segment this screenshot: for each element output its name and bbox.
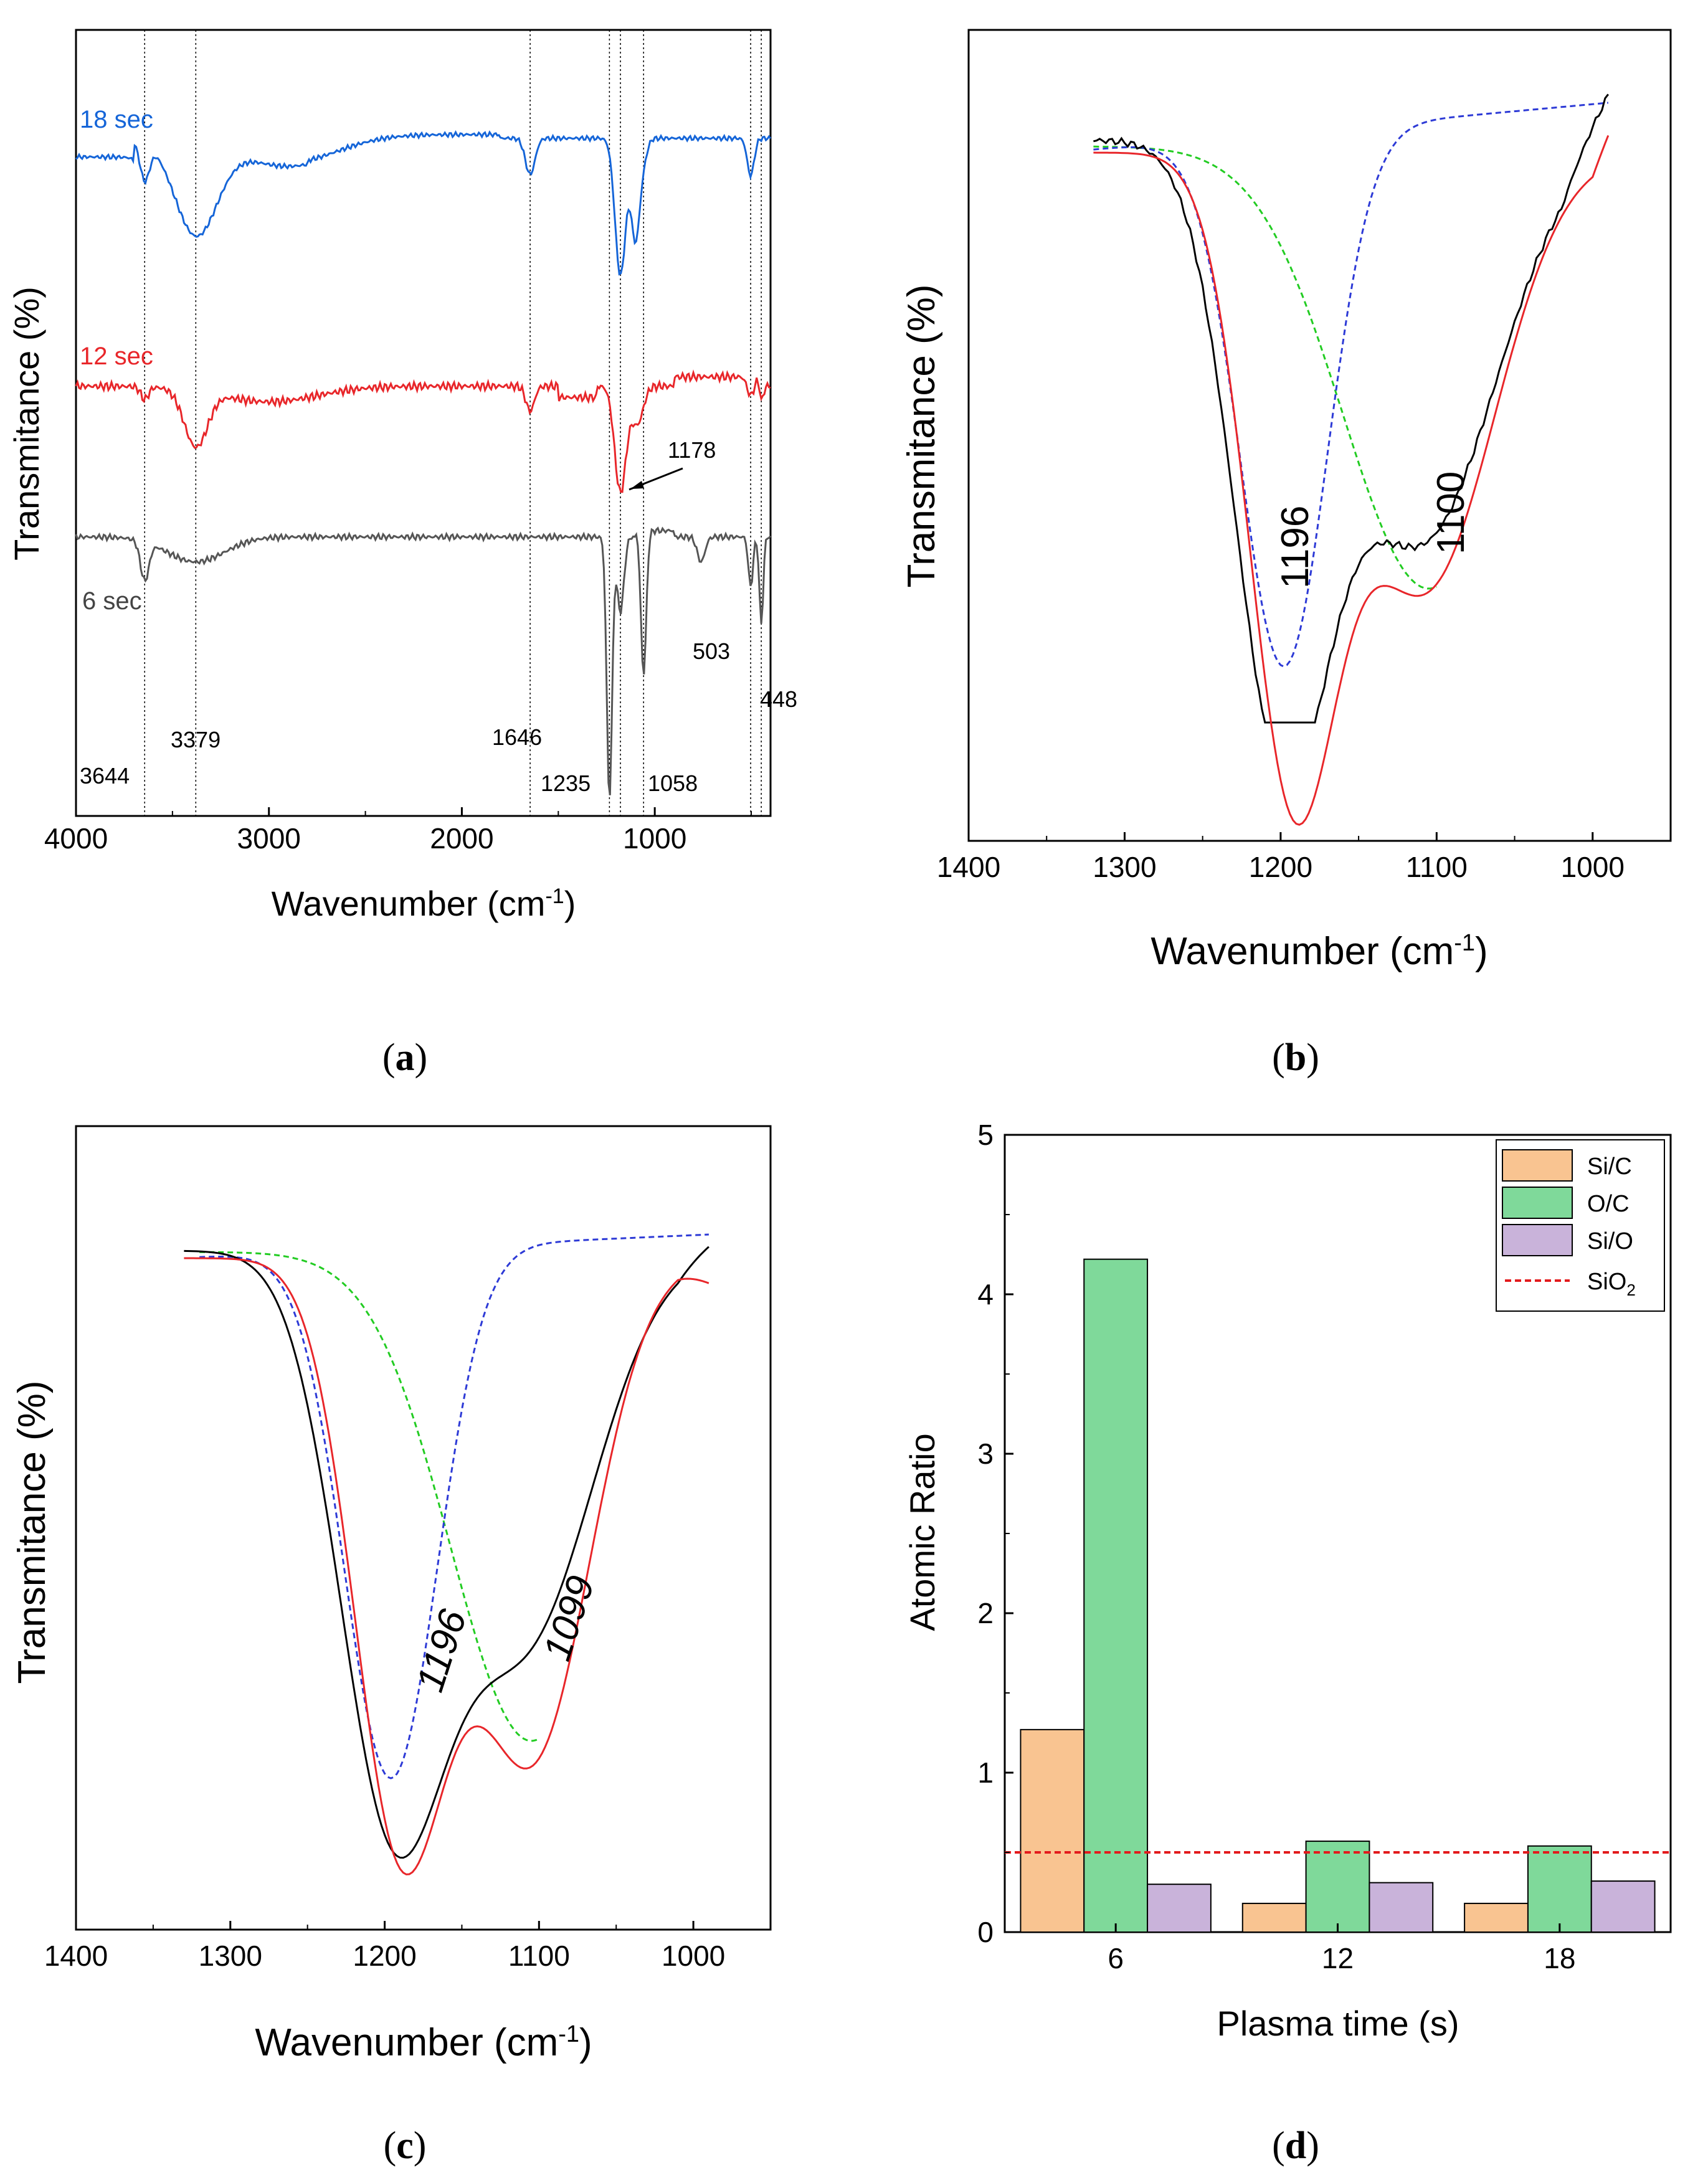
x-tick-label: 1000 xyxy=(1561,851,1625,883)
bar-si-c-6 xyxy=(1020,1728,1085,1933)
y-tick-label: 2 xyxy=(977,1597,994,1629)
series-12sec-label: 12 sec xyxy=(80,343,153,370)
peak-label-503: 503 xyxy=(693,638,730,664)
bar-o-c-18 xyxy=(1527,1845,1592,1933)
component-1100-dashed-line xyxy=(1093,145,1437,590)
bar-si-o-12 xyxy=(1369,1882,1434,1933)
panel-c-x-axis-label: Wavenumber (cm-1) xyxy=(255,2021,592,2064)
x-tick-label: 1300 xyxy=(1093,851,1156,883)
panel-d-caption: (d) xyxy=(1272,2125,1319,2167)
x-tick-label: 4000 xyxy=(44,822,108,855)
measured-spectrum-line xyxy=(1093,93,1609,724)
panel-d-x-axis-label: Plasma time (s) xyxy=(1217,2004,1459,2043)
x-tick-label: 1000 xyxy=(623,822,686,855)
y-tick-label: 3 xyxy=(977,1438,994,1470)
panel-b-caption: (b) xyxy=(1272,1036,1319,1079)
panel-c-y-axis-label: Transmitance (%) xyxy=(11,1381,54,1684)
bar-o-c-6 xyxy=(1083,1258,1149,1933)
x-tick-label: 12 xyxy=(1322,1942,1354,1974)
measured-spectrum-line xyxy=(184,1246,709,1859)
series-12sec-line xyxy=(75,369,771,493)
legend-swatch-o-c xyxy=(1502,1187,1573,1219)
legend-label-sio2: SiO2 xyxy=(1587,1269,1636,1299)
panel-a-y-axis-label: Transmitance (%) xyxy=(7,287,46,561)
x-tick-label: 1400 xyxy=(44,1940,108,1972)
bar-si-c-18 xyxy=(1464,1902,1529,1933)
bar-si-o-6 xyxy=(1147,1884,1212,1933)
panel-d-legend: Si/C O/C Si/O SiO2 xyxy=(1496,1139,1665,1312)
x-tick-label: 18 xyxy=(1544,1942,1575,1974)
legend-swatch-si-o xyxy=(1502,1224,1573,1256)
peak-label-1196: 1196 xyxy=(1274,506,1317,589)
x-tick-label: 1000 xyxy=(662,1940,725,1972)
y-tick-label: 4 xyxy=(977,1278,994,1310)
peak-label-448: 448 xyxy=(760,686,797,712)
panel-a-caption: (a) xyxy=(382,1036,427,1079)
panel-b: 1400 1300 1200 1100 1000 1196 1100 Wavenumbe… xyxy=(900,29,1672,1079)
legend-label-o-c: O/C xyxy=(1587,1191,1630,1217)
peak-label-1235: 1235 xyxy=(541,770,591,796)
fit-spectrum-line xyxy=(1093,135,1610,826)
component-1196-dashed-line xyxy=(199,1233,709,1780)
bar-si-c-12 xyxy=(1241,1902,1307,1933)
y-tick-label: 5 xyxy=(977,1119,994,1151)
panel-c-caption: (c) xyxy=(384,2125,427,2167)
y-tick-label: 1 xyxy=(977,1756,994,1789)
component-1196-dashed-line xyxy=(1093,102,1608,668)
x-tick-label: 6 xyxy=(1108,1942,1124,1974)
x-tick-label: 2000 xyxy=(430,822,493,855)
fit-spectrum-line xyxy=(184,1257,709,1875)
component-1099-dashed-line xyxy=(199,1251,539,1742)
series-18sec-line xyxy=(75,130,772,276)
y-tick-label: 0 xyxy=(977,1916,994,1948)
peak-1178-arrowhead xyxy=(630,481,644,489)
peak-label-1058: 1058 xyxy=(648,770,698,796)
legend-label-si-o: Si/O xyxy=(1587,1228,1633,1254)
peak-label-3644: 3644 xyxy=(80,763,130,789)
x-tick-label: 1400 xyxy=(937,851,1000,883)
x-tick-label: 1300 xyxy=(199,1940,262,1972)
panel-c-plot-frame xyxy=(75,1125,772,1931)
peak-label-1646: 1646 xyxy=(492,724,542,750)
x-tick-label: 1200 xyxy=(353,1940,416,1972)
series-6sec-line xyxy=(75,526,772,795)
peak-label-1178: 1178 xyxy=(668,437,716,463)
peak-label-1100: 1100 xyxy=(1430,472,1473,554)
peak-label-1099: 1099 xyxy=(536,1571,603,1666)
panel-a-x-axis-label: Wavenumber (cm-1) xyxy=(272,884,576,923)
panel-a: 4000 3000 2000 1000 18 sec 12 sec 6 sec 364… xyxy=(7,29,797,1079)
peak-label-1196: 1196 xyxy=(409,1604,475,1697)
panel-b-plot-frame xyxy=(967,29,1672,842)
panel-b-y-axis-label: Transmitance (%) xyxy=(900,285,943,588)
x-tick-label: 1100 xyxy=(508,1940,570,1972)
panel-c: 1400 1300 1200 1100 1000 1196 1099 Wavenumbe… xyxy=(11,1125,772,2167)
panel-b-x-axis-label: Wavenumber (cm-1) xyxy=(1151,930,1487,973)
panel-d-y-axis-label: Atomic Ratio xyxy=(903,1433,942,1631)
legend-label-si-c: Si/C xyxy=(1587,1154,1632,1180)
bar-o-c-12 xyxy=(1305,1841,1370,1933)
legend-swatch-si-c xyxy=(1502,1149,1573,1182)
series-6sec-label: 6 sec xyxy=(82,587,142,615)
x-tick-label: 1100 xyxy=(1406,851,1468,883)
x-tick-label: 3000 xyxy=(237,822,301,855)
series-18sec-label: 18 sec xyxy=(80,106,153,133)
panel-a-plot-frame xyxy=(75,29,772,817)
bar-si-o-18 xyxy=(1590,1880,1656,1933)
x-tick-label: 1200 xyxy=(1249,851,1312,883)
peak-label-3379: 3379 xyxy=(171,727,221,752)
